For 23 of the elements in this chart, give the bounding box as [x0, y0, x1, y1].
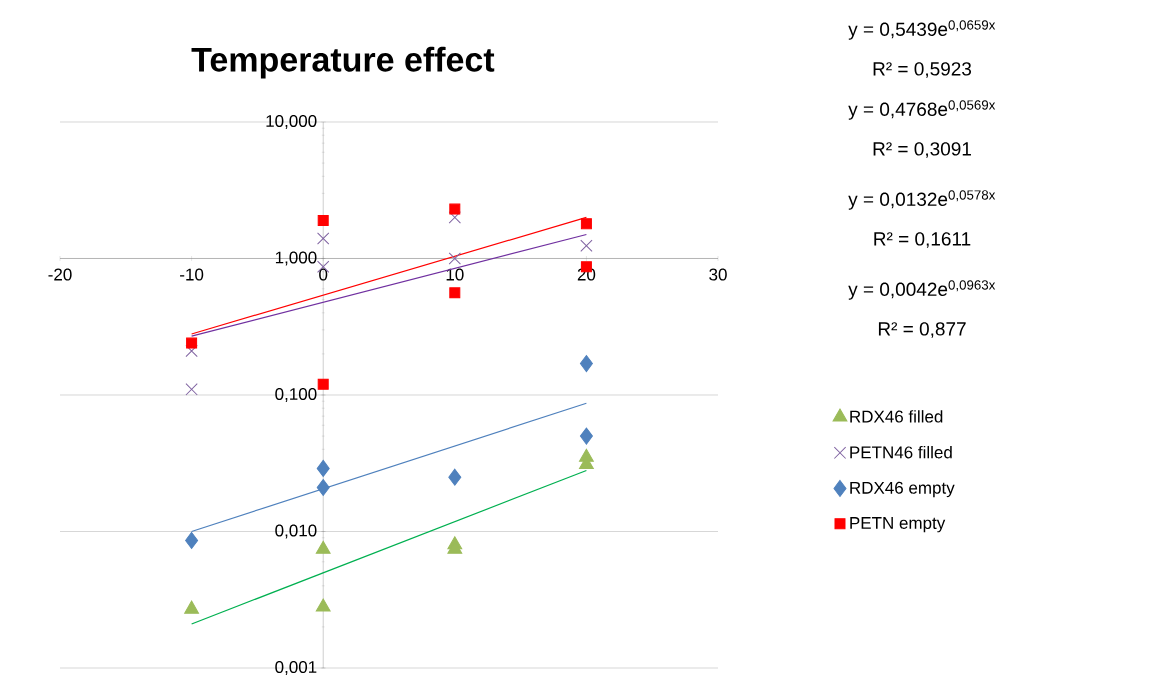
text: R² = 0,5923 — [873, 62, 972, 78]
text: y = 0,5439e$^{0,0659x}$ — [848, 20, 996, 40]
x-tick-label: -20 — [48, 268, 72, 281]
text: y = 0,4768e$^{0,0569x}$ — [848, 100, 996, 120]
x-tick-label: 30 — [709, 268, 727, 281]
text: R² = 0,877 — [878, 322, 966, 338]
text: y = 0,0042e$^{0,0963x}$ — [848, 280, 996, 300]
legend-label: RDX46 filled — [850, 410, 943, 423]
x-tick-label: 0 — [319, 268, 328, 281]
x-tick-label: -10 — [180, 268, 204, 281]
y-tick-label: 0,001 — [275, 660, 317, 676]
legend-label: RDX46 empty — [850, 481, 955, 498]
x-tick-label: 10 — [446, 268, 464, 281]
legend-label: PETN empty — [850, 517, 946, 533]
y-tick-label: 0,100 — [275, 387, 317, 403]
y-tick-label: 10,000 — [266, 114, 317, 130]
y-tick-label: 1,000 — [275, 251, 317, 266]
text: y = 0,0132e$^{0,0578x}$ — [848, 190, 996, 210]
text: R² = 0,1611 — [874, 232, 971, 248]
chart-title: Temperature effect — [191, 46, 495, 79]
text: R² = 0,3091 — [873, 142, 971, 158]
legend-label: PETN46 filled — [850, 445, 952, 459]
y-tick-label: 0,010 — [275, 524, 317, 539]
